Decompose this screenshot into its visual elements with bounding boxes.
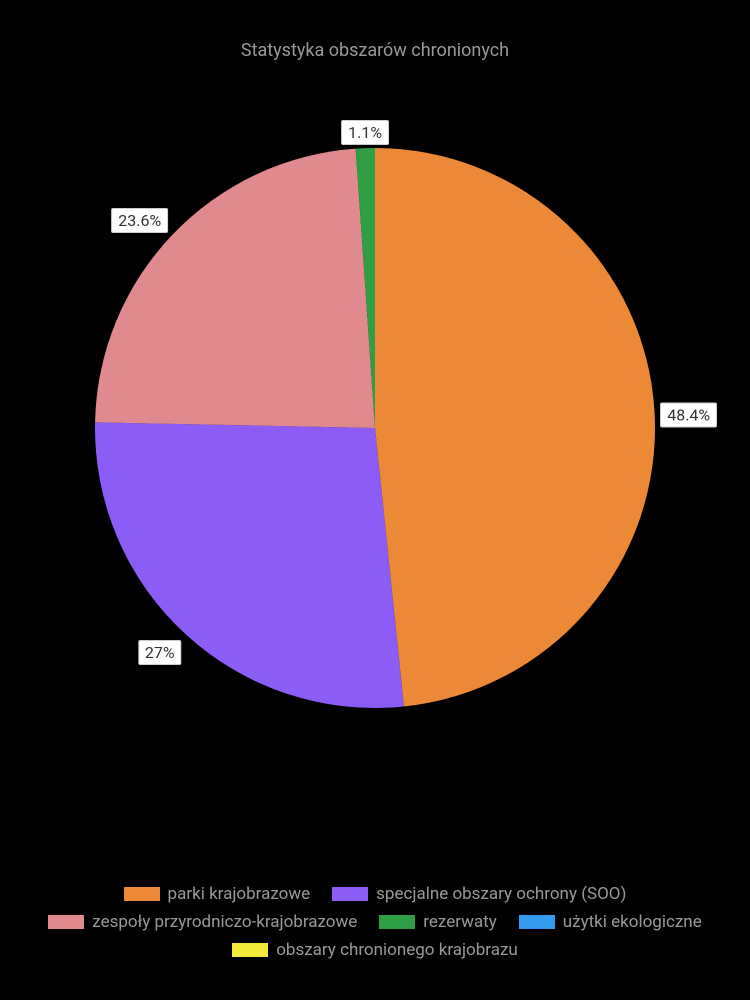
pie-chart-container: Statystyka obszarów chronionych 48.4% 27%… [0,0,750,1000]
legend-swatch [124,887,160,901]
legend-item: rezerwaty [379,912,496,932]
pie-svg [95,148,655,708]
pie-wrap [95,148,655,712]
legend-swatch [379,915,415,929]
legend-item: zespoły przyrodniczo-krajobrazowe [48,912,357,932]
legend-item: specjalne obszary ochrony (SOO) [332,884,626,904]
legend-label: użytki ekologiczne [563,912,702,932]
legend-item: parki krajobrazowe [124,884,311,904]
slice-label: 48.4% [660,403,717,428]
pie-slice [375,148,655,706]
chart-title: Statystyka obszarów chronionych [0,0,750,61]
legend-item: użytki ekologiczne [519,912,702,932]
legend-swatch [232,943,268,957]
slice-label: 23.6% [111,208,168,233]
pie-slice [95,149,375,428]
legend-label: specjalne obszary ochrony (SOO) [376,884,626,904]
slice-label: 27% [138,640,182,665]
legend-label: zespoły przyrodniczo-krajobrazowe [92,912,357,932]
slice-label: 1.1% [341,120,389,145]
legend-swatch [332,887,368,901]
legend: parki krajobrazowe specjalne obszary ochr… [0,884,750,960]
legend-swatch [519,915,555,929]
legend-label: parki krajobrazowe [168,884,311,904]
legend-item: obszary chronionego krajobrazu [232,940,518,960]
legend-label: rezerwaty [423,912,496,932]
legend-swatch [48,915,84,929]
legend-label: obszary chronionego krajobrazu [276,940,518,960]
